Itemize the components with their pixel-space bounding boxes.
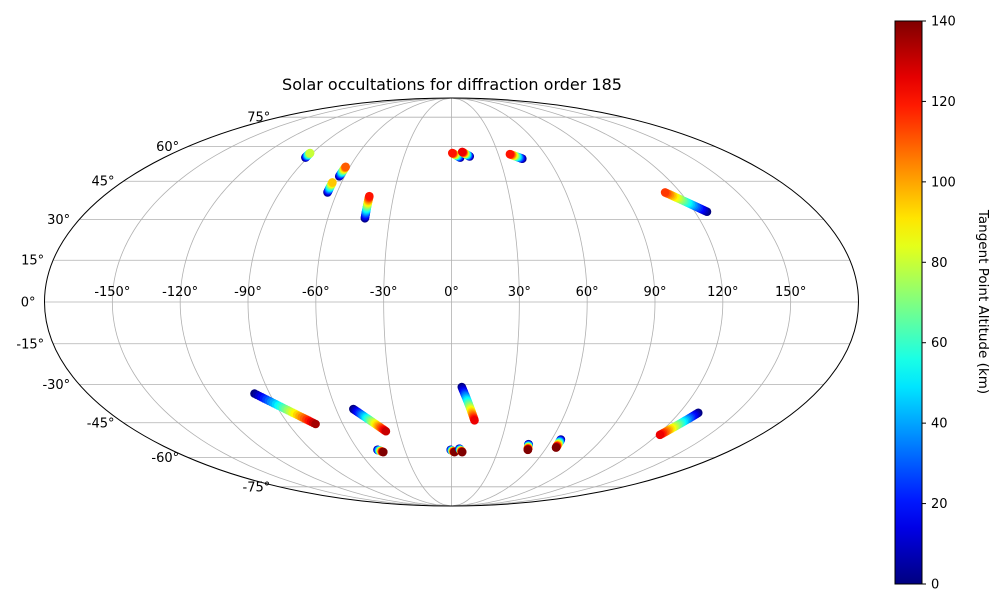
data-point (551, 443, 561, 452)
x-tick-label: -90° (234, 285, 262, 300)
data-point (505, 149, 515, 159)
data-point (523, 445, 533, 455)
y-tick-label: -15° (16, 337, 44, 352)
y-tick-label: -60° (151, 451, 179, 466)
x-tick-label: 0° (444, 285, 459, 300)
data-points (250, 147, 712, 457)
x-tick-label: -150° (94, 285, 130, 300)
colorbar-tick-label: 60 (931, 336, 948, 351)
y-tick-label: 60° (156, 140, 179, 155)
data-point (655, 430, 665, 440)
data-point (365, 191, 374, 201)
data-point (341, 162, 350, 172)
data-point (328, 178, 337, 187)
data-point (381, 426, 391, 436)
colorbar-tick-label: 0 (931, 578, 939, 593)
x-tick-label: 30° (508, 285, 531, 300)
y-tick-label: -75° (243, 480, 271, 495)
data-point (311, 419, 320, 429)
colorbar-tick-label: 120 (931, 95, 956, 110)
data-point (470, 416, 479, 425)
y-tick-label: 75° (247, 111, 270, 126)
data-point (457, 447, 467, 457)
grid (44, 98, 859, 506)
colorbar-tick-label: 100 (931, 175, 956, 190)
x-tick-label: -120° (162, 285, 198, 300)
y-tick-label: 15° (21, 254, 44, 269)
x-tick-label: -60° (302, 285, 330, 300)
x-tick-label: 90° (643, 285, 666, 300)
colorbar-tick-label: 80 (931, 256, 948, 271)
colorbar-tick-label: 40 (931, 417, 948, 432)
data-point (379, 447, 388, 457)
colorbar-gradient (894, 20, 923, 585)
y-tick-label: 0° (21, 296, 36, 311)
data-point (660, 188, 670, 197)
y-tick-labels: -75° -60° -45° -30° -15° 0° 15° 30° 45° 60° 75° (16, 111, 270, 496)
colorbar-tick-label: 140 (931, 15, 956, 30)
data-point (305, 148, 315, 158)
data-point (447, 148, 457, 158)
chart-title: Solar occultations for diffraction order… (282, 75, 622, 94)
y-tick-label: 30° (47, 213, 70, 228)
y-tick-label: 45° (91, 175, 114, 190)
map-boundary (44, 97, 859, 507)
colorbar-tick-label: 20 (931, 497, 948, 512)
colorbar: 0 20 40 60 80 100 120 140 (894, 15, 956, 593)
x-tick-label: 120° (707, 285, 738, 300)
data-point (457, 147, 467, 157)
y-tick-label: -45° (87, 416, 115, 431)
x-tick-label: -30° (370, 285, 398, 300)
colorbar-label: Tangent Point Altitude (km) (975, 209, 991, 394)
x-tick-label: 150° (775, 285, 806, 300)
x-tick-label: 60° (576, 285, 599, 300)
x-tick-labels: -150° -120° -90° -60° -30° 0° 30° 60° 90° 120° 150… (94, 285, 806, 300)
y-tick-label: -30° (42, 378, 70, 393)
